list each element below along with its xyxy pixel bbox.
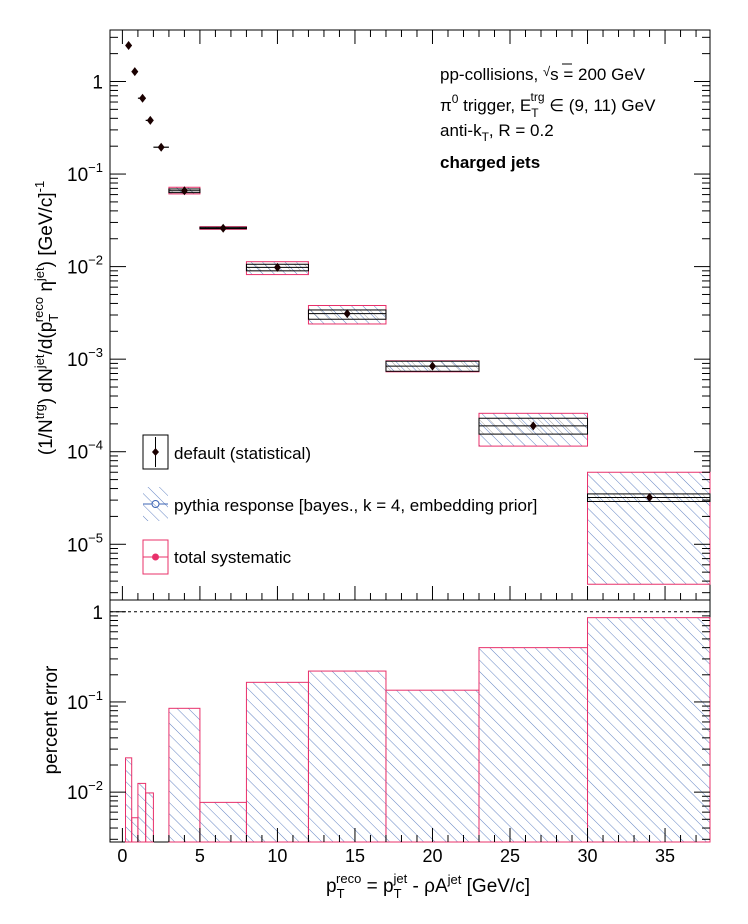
x-tick-label-0: 0 [117, 846, 127, 866]
data-points [125, 40, 710, 503]
data-point-6 [219, 223, 227, 233]
x-tick-label-1: 5 [195, 846, 205, 866]
bot-ytick-label-1: 10−1 [67, 688, 103, 714]
data-point-10 [529, 421, 537, 431]
data-point-8 [343, 309, 351, 319]
x-axis-label: pTreco = pTjet - ρAjet [GeV/c] [326, 871, 530, 901]
systematic-box-11 [587, 471, 711, 585]
percent-error-bin-9 [385, 689, 480, 843]
annotation-jets: charged jets [440, 153, 540, 172]
top-ytick-label-0: 1 [92, 72, 103, 93]
x-tick-label-4: 20 [422, 846, 442, 866]
data-point-7 [273, 262, 281, 272]
annotation-algorithm: anti-kT, R = 0.2 [440, 121, 554, 144]
percent-error-histogram [110, 611, 711, 843]
x-tick-label-7: 35 [655, 846, 675, 866]
data-point-4 [157, 142, 165, 152]
x-tick-label-3: 15 [345, 846, 365, 866]
percent-error-bin-2 [137, 782, 147, 843]
systematic-boxes [168, 186, 711, 585]
axis-ticks: 0 5 10 15 20 25 30 35 1 10−1 10−2 10−3 10−4 10−5 1 10−1… [67, 30, 710, 866]
data-point-0 [125, 40, 133, 50]
percent-error-bin-11 [587, 617, 711, 843]
bot-ytick-label-0: 1 [92, 603, 103, 624]
percent-error-bin-6 [199, 801, 247, 843]
top-ytick-label-5: 10−5 [67, 530, 103, 556]
percent-error-bin-0 [125, 757, 133, 843]
percent-error-bin-1 [131, 817, 139, 843]
x-tick-label-5: 25 [500, 846, 520, 866]
data-point-1 [131, 67, 139, 77]
data-point-2 [139, 93, 147, 103]
percent-error-bin-10 [478, 647, 589, 843]
data-point-5 [180, 186, 188, 196]
bottom-y-axis-label: percent error [41, 665, 62, 774]
svg-text:total systematic: total systematic [174, 548, 292, 567]
percent-error-bin-3 [145, 792, 154, 843]
percent-error-bin-8 [307, 670, 387, 843]
top-ytick-label-3: 10−3 [67, 345, 103, 371]
legend: default (statistical) pythia response [b… [142, 434, 537, 575]
top-ytick-label-1: 10−1 [67, 160, 103, 186]
top-ytick-label-2: 10−2 [67, 253, 103, 279]
data-point-11 [646, 493, 654, 503]
legend-entry-pythia: pythia response [bayes., k = 4, embeddin… [143, 487, 537, 521]
percent-error-bin-5 [168, 707, 201, 843]
x-tick-label-2: 10 [267, 846, 287, 866]
data-point-3 [146, 115, 154, 125]
bot-ytick-label-2: 10−2 [67, 778, 103, 804]
data-point-9 [428, 361, 436, 371]
annotation-trigger: π0 trigger, ETtrg ∈ (9, 11) GeV [440, 90, 656, 120]
legend-entry-statistical: default (statistical) [142, 434, 311, 470]
x-tick-label-6: 30 [578, 846, 598, 866]
annotation-collision: pp-collisions, √s = 200 GeV [440, 64, 646, 84]
legend-entry-systematic: total systematic [142, 539, 292, 575]
svg-text:default (statistical): default (statistical) [174, 444, 311, 463]
top-ytick-label-4: 10−4 [67, 438, 103, 464]
top-y-axis-label: (1/Ntrg) dNjet/d(pTreco ηjet) [GeV/c]-1 [31, 181, 61, 455]
percent-error-bin-7 [245, 681, 309, 843]
svg-text:pythia response [bayes., k = 4: pythia response [bayes., k = 4, embeddin… [174, 496, 537, 515]
